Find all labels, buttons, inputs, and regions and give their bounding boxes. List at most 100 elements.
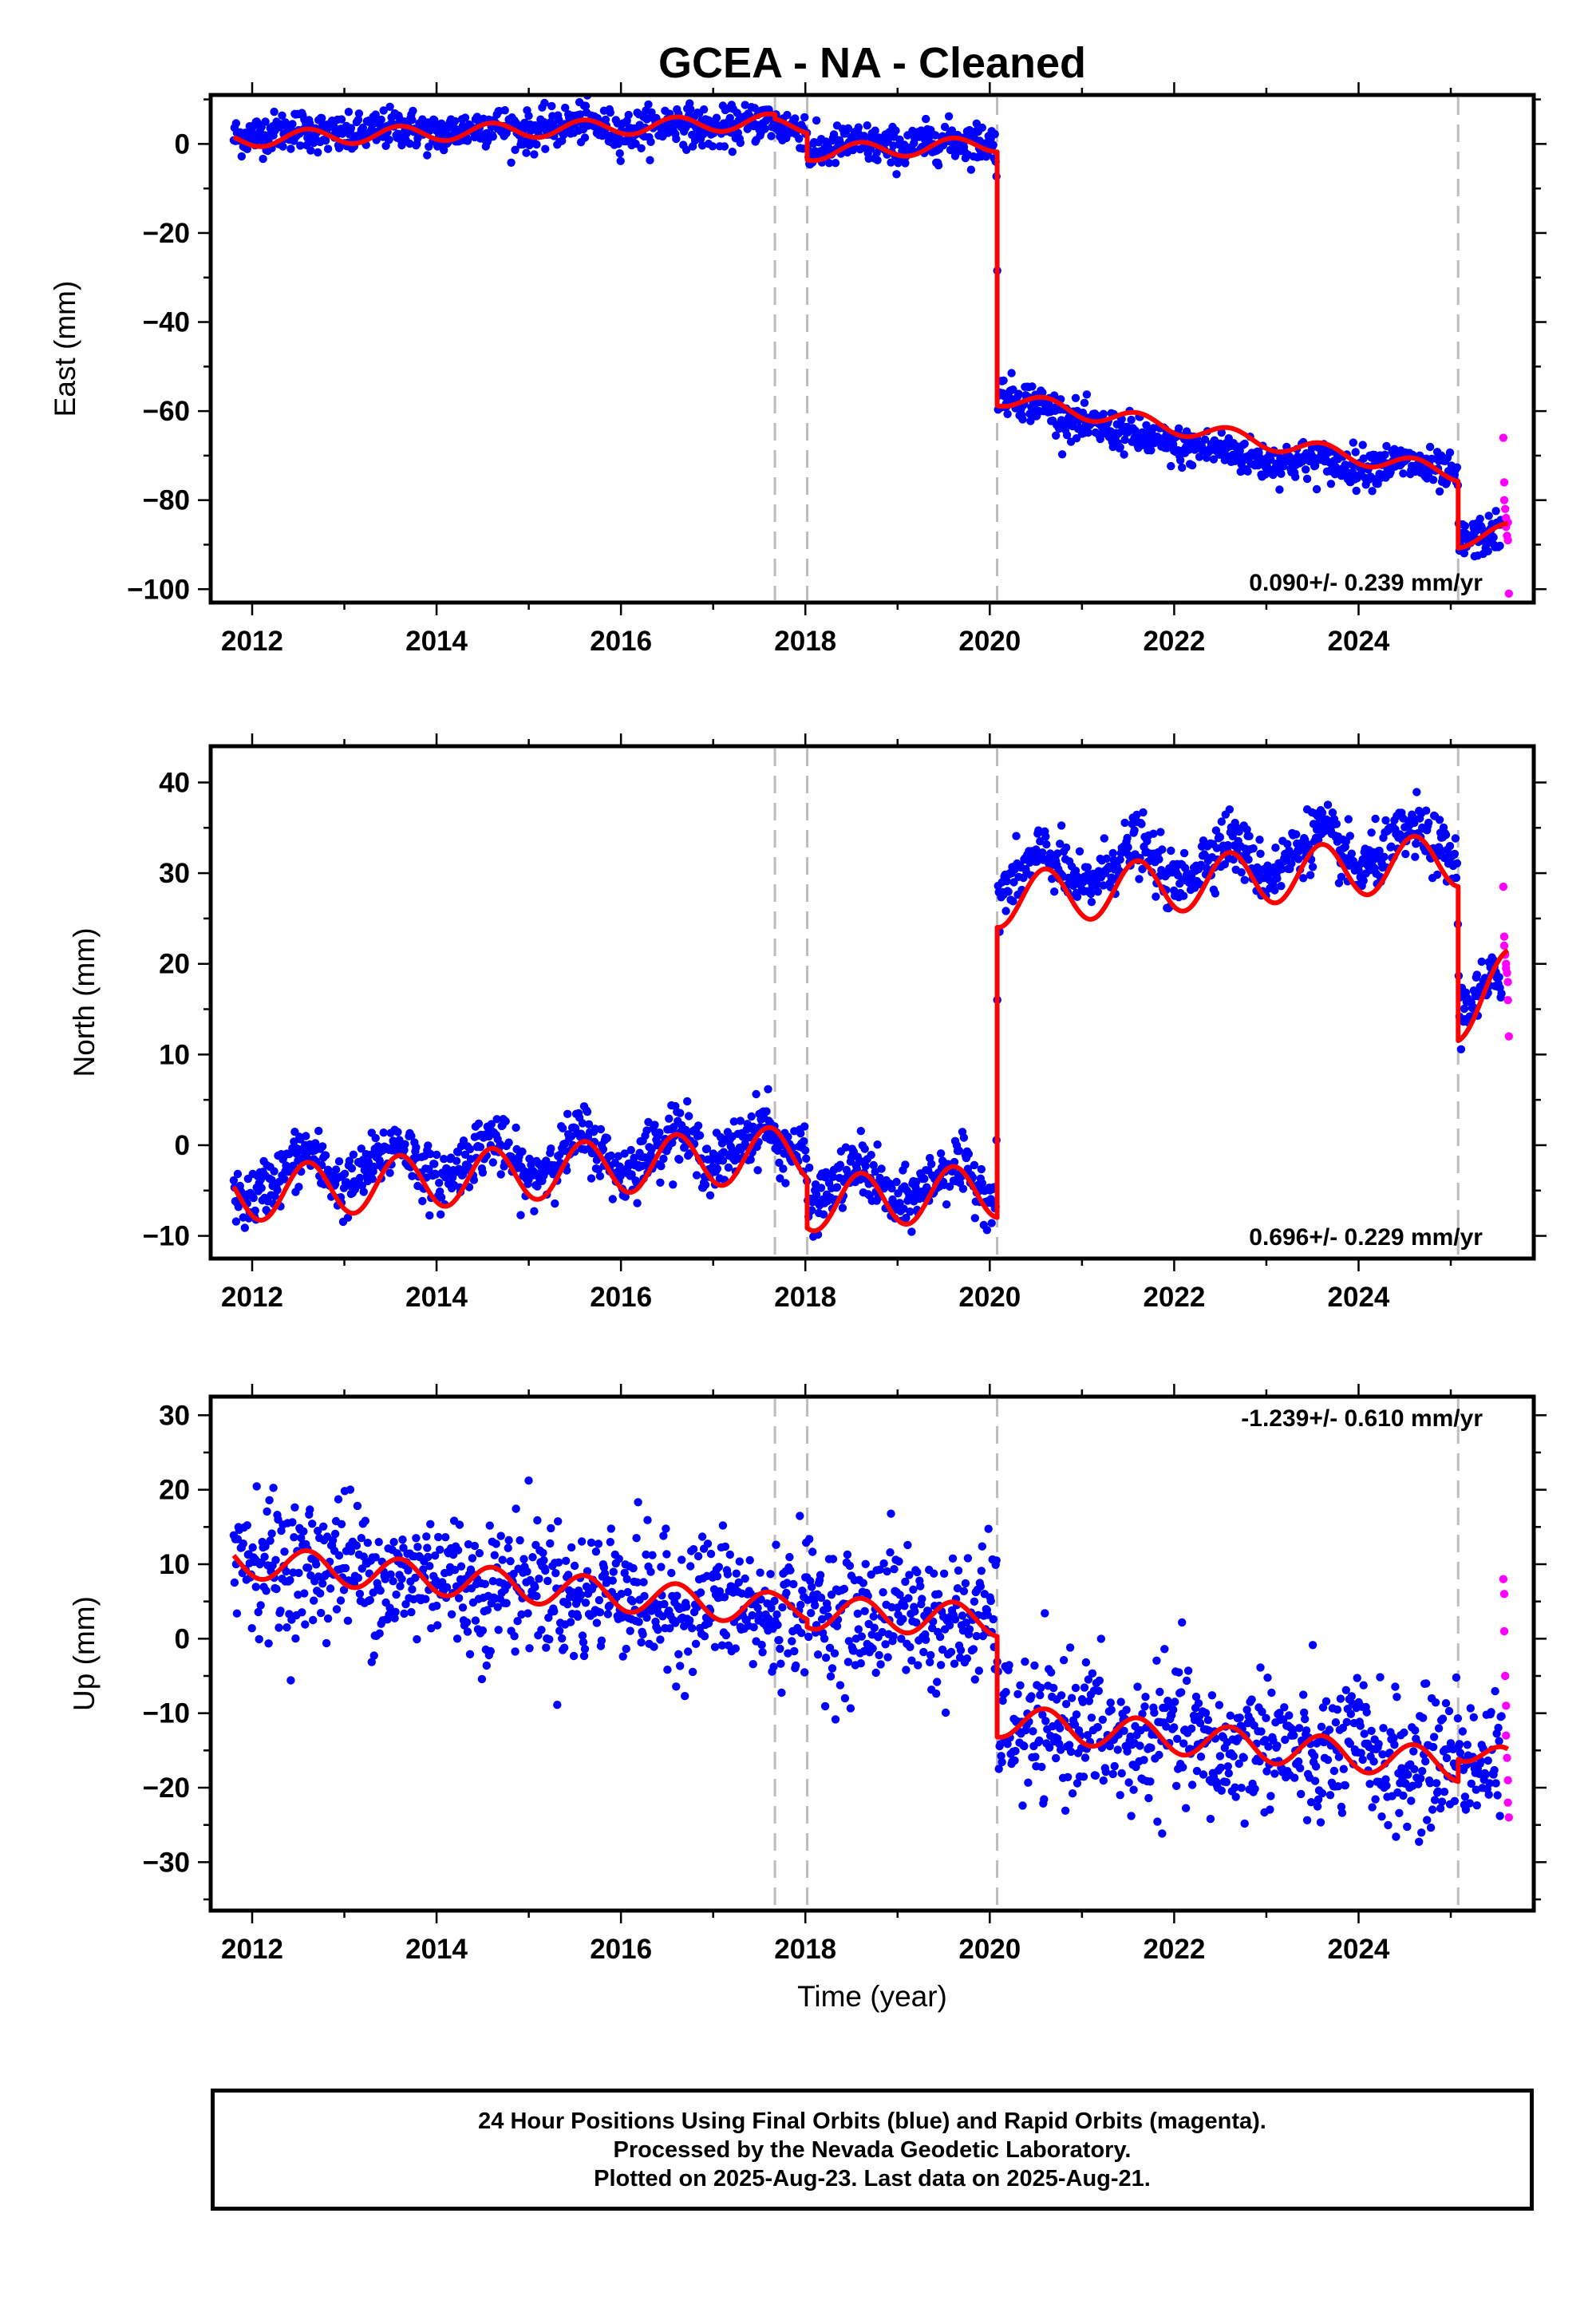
final-point xyxy=(539,1555,548,1565)
final-point xyxy=(1381,816,1390,825)
final-point xyxy=(1368,487,1377,496)
rapid-point xyxy=(1503,968,1511,978)
final-point xyxy=(432,1170,440,1179)
final-point xyxy=(1222,1777,1231,1787)
final-point xyxy=(1424,818,1433,828)
final-point xyxy=(321,1151,330,1160)
final-point xyxy=(1483,1756,1492,1765)
final-point xyxy=(371,110,380,119)
final-point xyxy=(1490,1765,1499,1775)
final-point xyxy=(1011,1746,1020,1756)
final-point xyxy=(288,120,297,128)
final-point xyxy=(930,1569,938,1578)
final-point xyxy=(646,1567,655,1576)
final-point xyxy=(1003,409,1012,418)
final-point xyxy=(365,1595,374,1605)
final-point xyxy=(1348,468,1357,476)
final-point xyxy=(334,1157,344,1166)
final-point xyxy=(831,1715,840,1724)
final-point xyxy=(1171,1697,1179,1706)
final-point xyxy=(828,1664,837,1673)
final-point xyxy=(702,1144,712,1153)
final-point xyxy=(1240,875,1249,884)
final-point xyxy=(531,1583,539,1591)
final-point xyxy=(1038,388,1047,397)
final-point xyxy=(570,1561,579,1571)
final-point xyxy=(371,1133,380,1143)
final-point xyxy=(1381,450,1389,459)
final-point xyxy=(796,1512,804,1520)
x-tick-label: 2020 xyxy=(958,626,1021,657)
final-point xyxy=(363,1539,372,1547)
final-point xyxy=(1266,1792,1275,1800)
final-point xyxy=(890,1565,899,1574)
final-point xyxy=(460,113,470,122)
final-point xyxy=(608,1195,617,1203)
final-point xyxy=(606,1538,614,1547)
final-point xyxy=(385,102,394,111)
final-point xyxy=(646,156,654,164)
final-point xyxy=(887,158,895,167)
final-point xyxy=(347,1164,357,1173)
final-point xyxy=(868,1644,877,1653)
final-point xyxy=(841,1143,851,1152)
final-point xyxy=(1094,1686,1104,1695)
final-point xyxy=(772,1610,781,1619)
final-point xyxy=(1079,1773,1088,1781)
final-point xyxy=(512,1123,520,1132)
final-point xyxy=(657,1162,666,1171)
rapid-point xyxy=(1503,1798,1512,1807)
final-point xyxy=(1493,1791,1502,1800)
final-point xyxy=(644,100,653,109)
final-point xyxy=(343,1213,353,1222)
final-point xyxy=(843,1550,852,1559)
final-point xyxy=(682,145,691,154)
final-point xyxy=(630,1153,638,1163)
final-point xyxy=(1124,843,1132,852)
final-point xyxy=(532,1591,541,1601)
final-point xyxy=(1257,1727,1266,1736)
final-point xyxy=(374,1538,383,1547)
final-point xyxy=(681,1692,689,1701)
final-point xyxy=(959,1587,969,1596)
final-point xyxy=(359,1188,368,1196)
final-point xyxy=(621,1192,630,1201)
final-point xyxy=(713,1571,722,1581)
final-point xyxy=(807,1609,816,1618)
final-point xyxy=(867,1151,875,1160)
final-point xyxy=(823,1604,832,1613)
final-point xyxy=(1012,832,1021,840)
final-point xyxy=(670,1123,678,1132)
final-point xyxy=(736,1117,745,1125)
final-point xyxy=(1177,1688,1186,1697)
final-point xyxy=(940,122,950,132)
y-tick-label: −10 xyxy=(143,1221,190,1252)
final-point xyxy=(510,1631,519,1641)
final-point xyxy=(1018,415,1027,424)
final-point xyxy=(1341,1780,1350,1790)
final-point xyxy=(1037,1683,1045,1692)
final-point xyxy=(1063,1773,1073,1781)
final-point xyxy=(948,1554,958,1563)
final-point xyxy=(504,1535,513,1545)
final-point xyxy=(1411,852,1420,861)
final-point xyxy=(1061,1806,1070,1815)
final-point xyxy=(682,1603,691,1611)
final-point xyxy=(840,1694,850,1703)
rapid-point xyxy=(1501,504,1510,513)
final-point xyxy=(1263,1674,1272,1682)
final-point xyxy=(729,1117,738,1126)
final-point xyxy=(1285,1711,1294,1720)
final-point xyxy=(1084,428,1093,437)
final-point xyxy=(1256,1663,1265,1672)
final-point xyxy=(757,1640,766,1650)
x-tick-label: 2022 xyxy=(1143,1282,1205,1313)
final-point xyxy=(992,1556,1001,1565)
final-point xyxy=(1170,1723,1179,1732)
final-point xyxy=(693,1551,703,1561)
y-tick-label: 20 xyxy=(159,949,190,980)
final-point xyxy=(1435,487,1444,496)
final-point xyxy=(1273,1741,1282,1750)
final-point xyxy=(721,1630,731,1640)
final-point xyxy=(863,121,871,130)
